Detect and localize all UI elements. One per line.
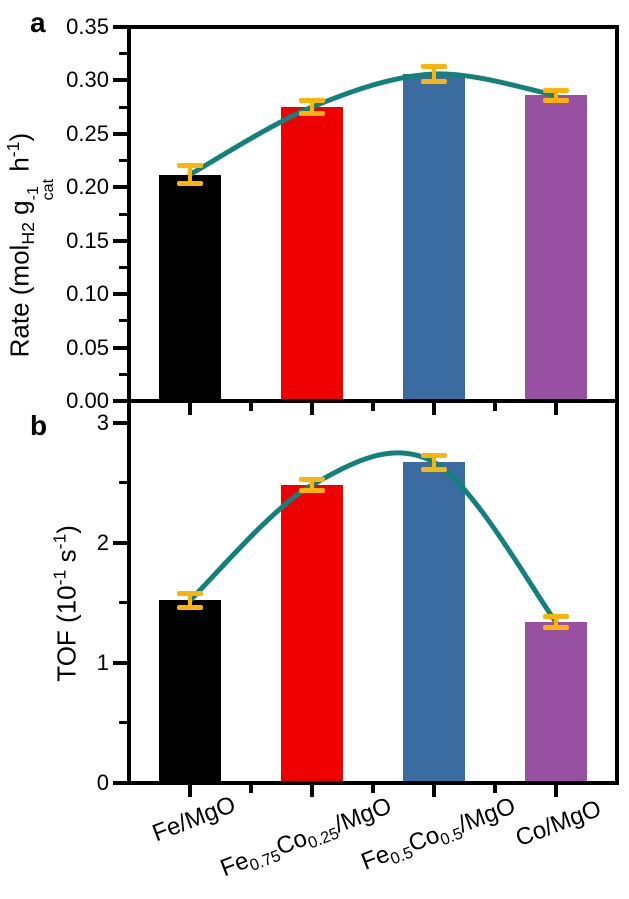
- y-axis-tick-label: 0.15: [66, 227, 109, 253]
- x-axis-major-tick: [432, 785, 436, 797]
- y-axis-major-tick: [113, 420, 127, 425]
- y-axis-major-tick: [113, 660, 127, 665]
- y-axis-tick-label: 0.20: [66, 174, 109, 200]
- y-axis-tick-label: 3: [96, 409, 109, 435]
- y-axis-tick-label: 0: [96, 770, 109, 795]
- error-bar-cap: [177, 180, 203, 186]
- y-axis-minor-tick: [119, 721, 127, 725]
- y-axis-minor-tick: [119, 481, 127, 485]
- x-axis-major-tick: [554, 403, 558, 415]
- y-axis-major-tick: [113, 399, 127, 403]
- y-axis-label-b: TOF (10-1 s-1): [49, 525, 82, 682]
- x-axis-minor-tick: [249, 403, 253, 411]
- error-bar-cap: [299, 488, 325, 493]
- y-axis-tick-label: 0.30: [66, 67, 109, 93]
- bar-b-3: [525, 622, 587, 781]
- y-axis-major-tick: [113, 292, 127, 297]
- x-axis-minor-tick: [249, 785, 253, 793]
- bar-a-1: [281, 107, 343, 399]
- bar-b-1: [281, 485, 343, 781]
- error-bar-cap: [421, 64, 447, 69]
- subscript: 0.5: [438, 824, 466, 850]
- y-axis-minor-tick: [119, 265, 127, 269]
- panel-a-letter: a: [30, 7, 46, 38]
- x-axis-major-tick: [188, 785, 192, 797]
- y-axis-major-tick: [113, 345, 127, 350]
- error-bar-cap: [421, 79, 447, 84]
- x-axis-major-tick: [432, 403, 436, 415]
- y-axis-major-tick: [113, 131, 127, 136]
- y-axis-major-tick: [113, 185, 127, 190]
- x-axis-minor-tick: [371, 403, 375, 411]
- y-axis-minor-tick: [119, 52, 127, 56]
- error-bar-cap: [543, 624, 569, 630]
- panel-b-frame: [127, 399, 619, 785]
- y-axis-tick-label: 0.10: [66, 281, 109, 307]
- y-axis-tick-label: 1: [96, 649, 109, 675]
- superscript: -1: [2, 141, 23, 158]
- y-axis-major-tick: [113, 78, 127, 83]
- x-axis-major-tick: [188, 403, 192, 415]
- error-bar-cap: [177, 591, 203, 597]
- y-axis-minor-tick: [119, 372, 127, 376]
- x-axis-minor-tick: [371, 785, 375, 793]
- subscript: 0.5: [388, 843, 416, 869]
- y-axis-tick-label: 2: [96, 529, 109, 555]
- y-axis-tick-label: 0.05: [66, 334, 109, 360]
- y-axis-minor-tick: [119, 159, 127, 163]
- x-axis-major-tick: [310, 785, 314, 797]
- error-bar-cap: [299, 98, 325, 104]
- y-axis-minor-tick: [119, 212, 127, 216]
- y-axis-minor-tick: [119, 601, 127, 605]
- bar-b-0: [159, 600, 221, 781]
- subscript: 0.75: [247, 846, 284, 875]
- y-axis-major-tick: [113, 781, 127, 785]
- y-axis-tick-label: 0.00: [66, 388, 109, 413]
- y-axis-tick-label: 0.35: [66, 14, 109, 39]
- subscript: 0.25: [305, 824, 342, 853]
- y-axis-major-tick: [113, 540, 127, 545]
- y-axis-tick-label: 0.25: [66, 120, 109, 146]
- y-axis-minor-tick: [119, 105, 127, 109]
- error-bar-cap: [543, 614, 569, 620]
- panel-b-letter: b: [30, 410, 48, 441]
- stacked-sub-sup: -1 cat: [23, 178, 57, 201]
- x-axis-major-tick: [310, 403, 314, 415]
- x-axis-category-label: Fe/MgO: [149, 790, 240, 848]
- subscript: H2: [17, 222, 38, 245]
- error-bar-cap: [421, 452, 447, 458]
- y-axis-major-tick: [113, 25, 127, 29]
- bar-a-0: [159, 174, 221, 399]
- error-bar-cap: [543, 87, 569, 93]
- superscript: -1: [49, 569, 70, 586]
- y-axis-minor-tick: [119, 319, 127, 323]
- error-bar-cap: [299, 111, 325, 117]
- error-bar-cap: [421, 467, 447, 472]
- bar-b-2: [403, 462, 465, 781]
- x-axis-major-tick: [554, 785, 558, 797]
- superscript: -1: [49, 533, 70, 550]
- x-axis-minor-tick: [493, 785, 497, 793]
- x-axis-minor-tick: [493, 403, 497, 411]
- error-bar-cap: [177, 163, 203, 169]
- bar-a-3: [525, 95, 587, 399]
- error-bar-cap: [299, 477, 325, 483]
- error-bar-cap: [543, 98, 569, 104]
- y-axis-major-tick: [113, 238, 127, 243]
- error-bar-cap: [177, 604, 203, 610]
- bar-a-2: [403, 74, 465, 399]
- x-axis-category-label: Co/MgO: [511, 794, 605, 853]
